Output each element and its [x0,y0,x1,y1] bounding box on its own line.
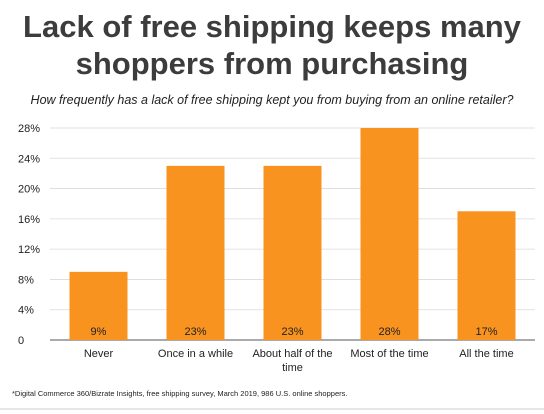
chart-title-line-2: shoppers from purchasing [75,46,469,81]
bottom-divider [0,408,544,410]
data-labels: 9% 23% 23% 28% 17% [91,326,498,338]
x-category-label: time [282,362,303,374]
x-category-label: Most of the time [350,348,428,360]
x-axis-labels: Never Once in a while About half of the tim… [84,348,514,374]
x-category-label: Never [84,348,114,360]
data-label: 23% [281,326,303,338]
bar [457,211,516,340]
x-category-label: Once in a while [158,348,233,360]
bar [166,165,225,340]
y-tick-label: 12% [18,244,40,256]
y-tick-label: 20% [18,184,40,196]
y-tick-label: 8% [18,274,34,286]
y-axis-ticks: 0 4% 8% 12% 16% 20% 24% 28% [18,123,40,347]
y-tick-label: 0 [18,335,24,347]
data-label: 9% [91,326,107,338]
x-category-label: About half of the [252,348,332,360]
bar [263,165,322,340]
data-label: 23% [184,326,206,338]
y-tick-label: 28% [18,123,40,135]
x-category-label: All the time [459,348,513,360]
bars [69,128,516,340]
data-label: 28% [378,326,400,338]
y-tick-label: 4% [18,305,34,317]
data-label: 17% [475,326,497,338]
bar [69,271,128,340]
chart-title-line-1: Lack of free shipping keeps many [23,9,521,44]
bar-chart: 0 4% 8% 12% 16% 20% 24% 28% 9% 23% 23% 28% 17% Neve… [18,123,535,374]
chart-subtitle: How frequently has a lack of free shippi… [30,93,514,107]
y-tick-label: 16% [18,214,40,226]
y-tick-label: 24% [18,153,40,165]
bar [360,128,419,340]
chart-title: Lack of free shipping keeps many shopper… [0,8,544,82]
source-footnote: *Digital Commerce 360/Bizrate Insights, … [12,389,348,398]
